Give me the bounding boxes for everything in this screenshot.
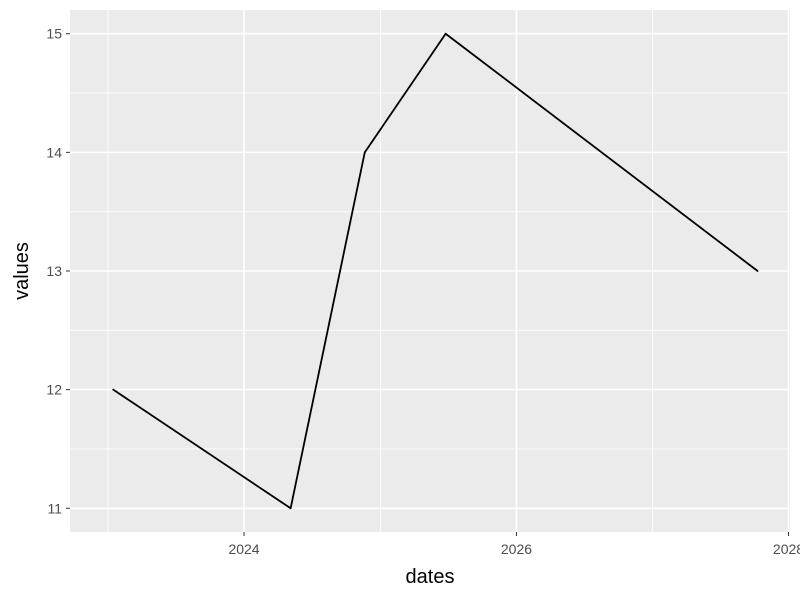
- data-point: [112, 388, 115, 391]
- y-axis: 11 12 13 14 15: [46, 26, 70, 516]
- data-point: [756, 270, 759, 272]
- x-axis: 2024 2026 2028: [228, 532, 800, 557]
- y-tick-label: 11: [47, 500, 62, 516]
- x-tick-label: 2024: [228, 541, 259, 557]
- y-tick-label: 15: [46, 26, 62, 42]
- x-tick-label: 2026: [501, 541, 532, 557]
- series-group: [112, 32, 759, 510]
- y-axis-title: values: [11, 242, 33, 300]
- data-point: [289, 507, 292, 510]
- data-point: [363, 151, 366, 154]
- y-tick-label: 13: [46, 263, 62, 279]
- x-axis-title: dates: [406, 566, 455, 588]
- x-tick-label: 2028: [773, 541, 800, 557]
- data-point: [444, 32, 447, 35]
- y-tick-label: 14: [46, 144, 62, 160]
- y-tick-label: 12: [46, 382, 62, 398]
- grid-major: [70, 10, 790, 532]
